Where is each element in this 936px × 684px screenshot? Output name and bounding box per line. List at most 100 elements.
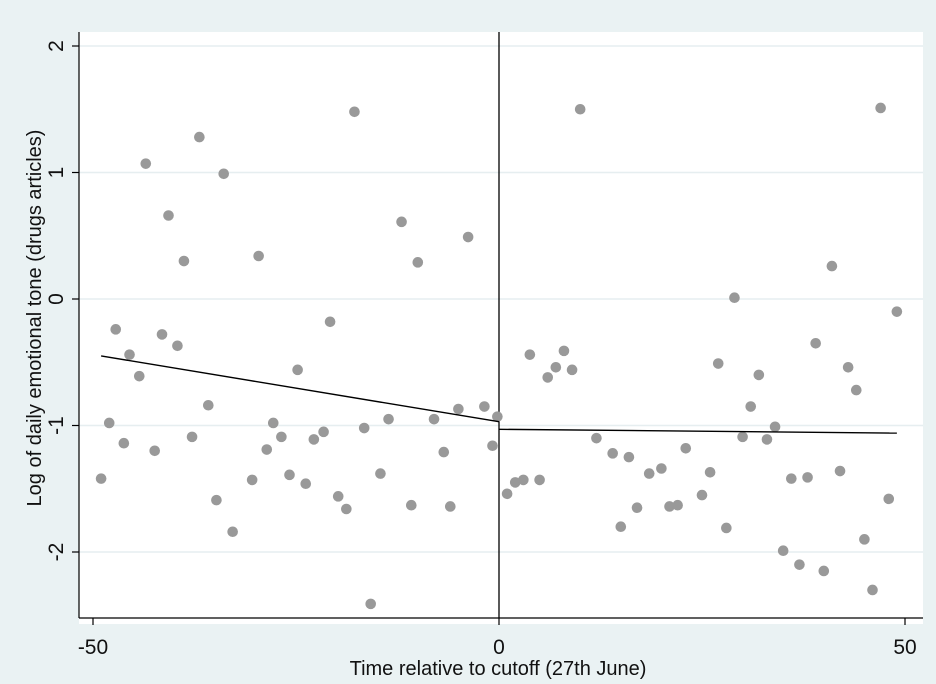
data-point — [631, 502, 643, 514]
data-point — [178, 255, 190, 267]
data-point — [292, 364, 303, 376]
data-point — [308, 434, 320, 445]
data-point — [492, 411, 503, 422]
data-point — [769, 421, 781, 433]
data-point — [745, 401, 757, 412]
data-point — [324, 316, 336, 328]
data-point — [253, 250, 264, 262]
data-point — [186, 431, 198, 443]
data-point — [842, 362, 854, 373]
data-point — [826, 260, 838, 272]
plot-area — [79, 32, 923, 624]
data-point — [487, 440, 498, 452]
data-point — [558, 345, 570, 357]
tick-labels: -2 -1 0 1 2 -50 0 50 — [45, 40, 917, 659]
data-point — [737, 431, 748, 443]
x-axis-title: Time relative to cutoff (27th June) — [350, 658, 647, 680]
data-point — [284, 469, 295, 481]
data-point — [802, 472, 813, 483]
y-tick-label: 0 — [45, 293, 68, 305]
data-point — [118, 437, 130, 449]
y-tick-label: 2 — [45, 40, 68, 52]
data-point — [318, 426, 329, 438]
data-point — [261, 444, 273, 455]
data-point — [566, 364, 578, 376]
data-point — [867, 584, 878, 596]
data-point — [664, 501, 675, 512]
data-point — [518, 474, 529, 486]
data-point — [542, 372, 554, 383]
data-point — [607, 448, 618, 459]
data-point — [524, 349, 536, 360]
data-point — [786, 473, 797, 484]
data-point — [479, 401, 490, 412]
data-point — [501, 488, 513, 500]
data-point — [149, 445, 161, 457]
data-point — [267, 417, 279, 429]
data-points — [95, 102, 903, 610]
data-point — [453, 403, 464, 415]
data-point — [276, 431, 287, 443]
y-tick-label: -2 — [45, 543, 68, 562]
data-point — [462, 231, 474, 243]
data-point — [656, 463, 667, 474]
data-point — [534, 474, 545, 486]
data-point — [643, 468, 655, 479]
data-point — [444, 501, 456, 512]
data-point — [509, 477, 521, 488]
data-point — [623, 451, 635, 463]
data-point — [574, 103, 586, 115]
axes — [72, 32, 923, 625]
data-point — [383, 413, 394, 425]
data-point — [95, 473, 107, 484]
x-tick-label: 0 — [493, 636, 505, 659]
data-point — [156, 329, 168, 340]
data-point — [211, 494, 222, 506]
data-point — [891, 306, 903, 317]
x-tick-label: -50 — [78, 636, 108, 659]
y-tick-label: 1 — [45, 167, 68, 179]
data-point — [133, 370, 145, 382]
data-point — [834, 465, 846, 477]
data-point — [332, 491, 344, 502]
data-point — [341, 503, 352, 515]
data-point — [591, 432, 602, 444]
data-point — [227, 526, 238, 538]
data-point — [365, 598, 377, 610]
data-point — [753, 369, 765, 381]
data-point — [696, 489, 708, 501]
data-point — [680, 442, 692, 454]
data-point — [859, 534, 870, 545]
data-point — [721, 522, 732, 534]
data-point — [103, 417, 115, 429]
data-point — [615, 521, 627, 532]
fit-lines — [101, 355, 897, 434]
fit-line — [498, 428, 897, 434]
y-axis-title: Log of daily emotional tone (drugs artic… — [24, 130, 46, 507]
data-point — [140, 158, 152, 169]
data-point — [761, 434, 773, 445]
y-tick-label: -1 — [45, 416, 68, 435]
data-point — [124, 349, 135, 360]
data-point — [412, 257, 424, 268]
data-point — [777, 545, 789, 557]
data-point — [810, 337, 821, 349]
data-point — [794, 559, 805, 570]
data-point — [818, 565, 830, 577]
data-point — [300, 478, 312, 489]
data-point — [172, 340, 183, 352]
data-point — [712, 358, 724, 369]
data-point — [110, 324, 122, 335]
data-point — [850, 384, 862, 396]
x-tick-label: 50 — [893, 636, 916, 659]
data-point — [358, 422, 370, 434]
data-point — [704, 467, 716, 478]
data-point — [396, 216, 407, 228]
data-point — [194, 131, 205, 143]
data-point — [883, 493, 895, 505]
data-point — [406, 499, 417, 511]
data-point — [375, 468, 386, 479]
data-point — [349, 106, 360, 118]
data-point — [428, 413, 440, 425]
